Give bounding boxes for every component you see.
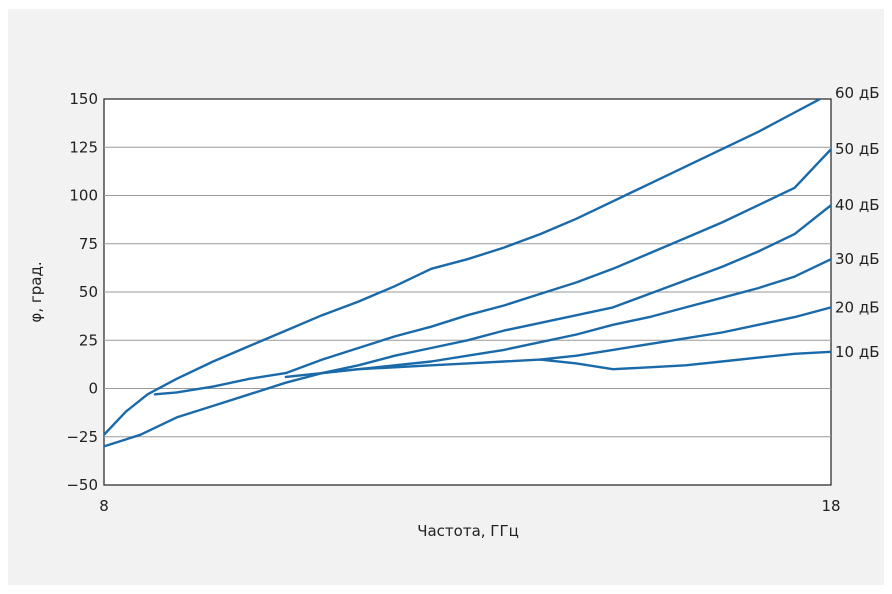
series-line [104, 99, 823, 436]
series-label: 40 дБ [835, 196, 880, 214]
chart-svg: 150 125 100 75 50 25 0 −25 −50 8 18 60 дБ 50 дБ 40 … [27, 84, 880, 540]
y-tick-label: 150 [69, 90, 98, 108]
series-label: 20 дБ [835, 298, 880, 316]
y-tick-label: 0 [88, 380, 98, 398]
chart-card: 150 125 100 75 50 25 0 −25 −50 8 18 60 дБ 50 дБ 40 … [8, 9, 884, 585]
y-tick-label: 75 [79, 235, 98, 253]
series-line [104, 350, 831, 448]
y-tick-label: 50 [79, 283, 98, 301]
y-tick-labels: 150 125 100 75 50 25 0 −25 −50 [66, 90, 98, 494]
y-axis-title: φ, град. [27, 261, 45, 322]
x-tick-labels: 8 18 [99, 497, 840, 515]
series-label: 30 дБ [835, 250, 880, 268]
x-tick-label: 8 [99, 497, 109, 515]
series-line [153, 148, 831, 396]
y-tick-label: 25 [79, 331, 98, 349]
y-tick-label: 125 [69, 138, 98, 156]
y-tick-label: −25 [66, 428, 98, 446]
x-tick-label: 18 [821, 497, 840, 515]
series-lines [104, 99, 831, 448]
series-label: 60 дБ [835, 84, 880, 102]
series-label: 50 дБ [835, 140, 880, 158]
series-line [284, 204, 831, 379]
series-label: 10 дБ [835, 343, 880, 361]
y-tick-label: −50 [66, 476, 98, 494]
series-labels: 60 дБ 50 дБ 40 дБ 30 дБ 20 дБ 10 дБ [835, 84, 880, 361]
x-axis-title: Частота, ГГц [417, 522, 519, 540]
series-line [539, 306, 831, 361]
series-line [320, 258, 831, 375]
y-tick-label: 100 [69, 187, 98, 205]
